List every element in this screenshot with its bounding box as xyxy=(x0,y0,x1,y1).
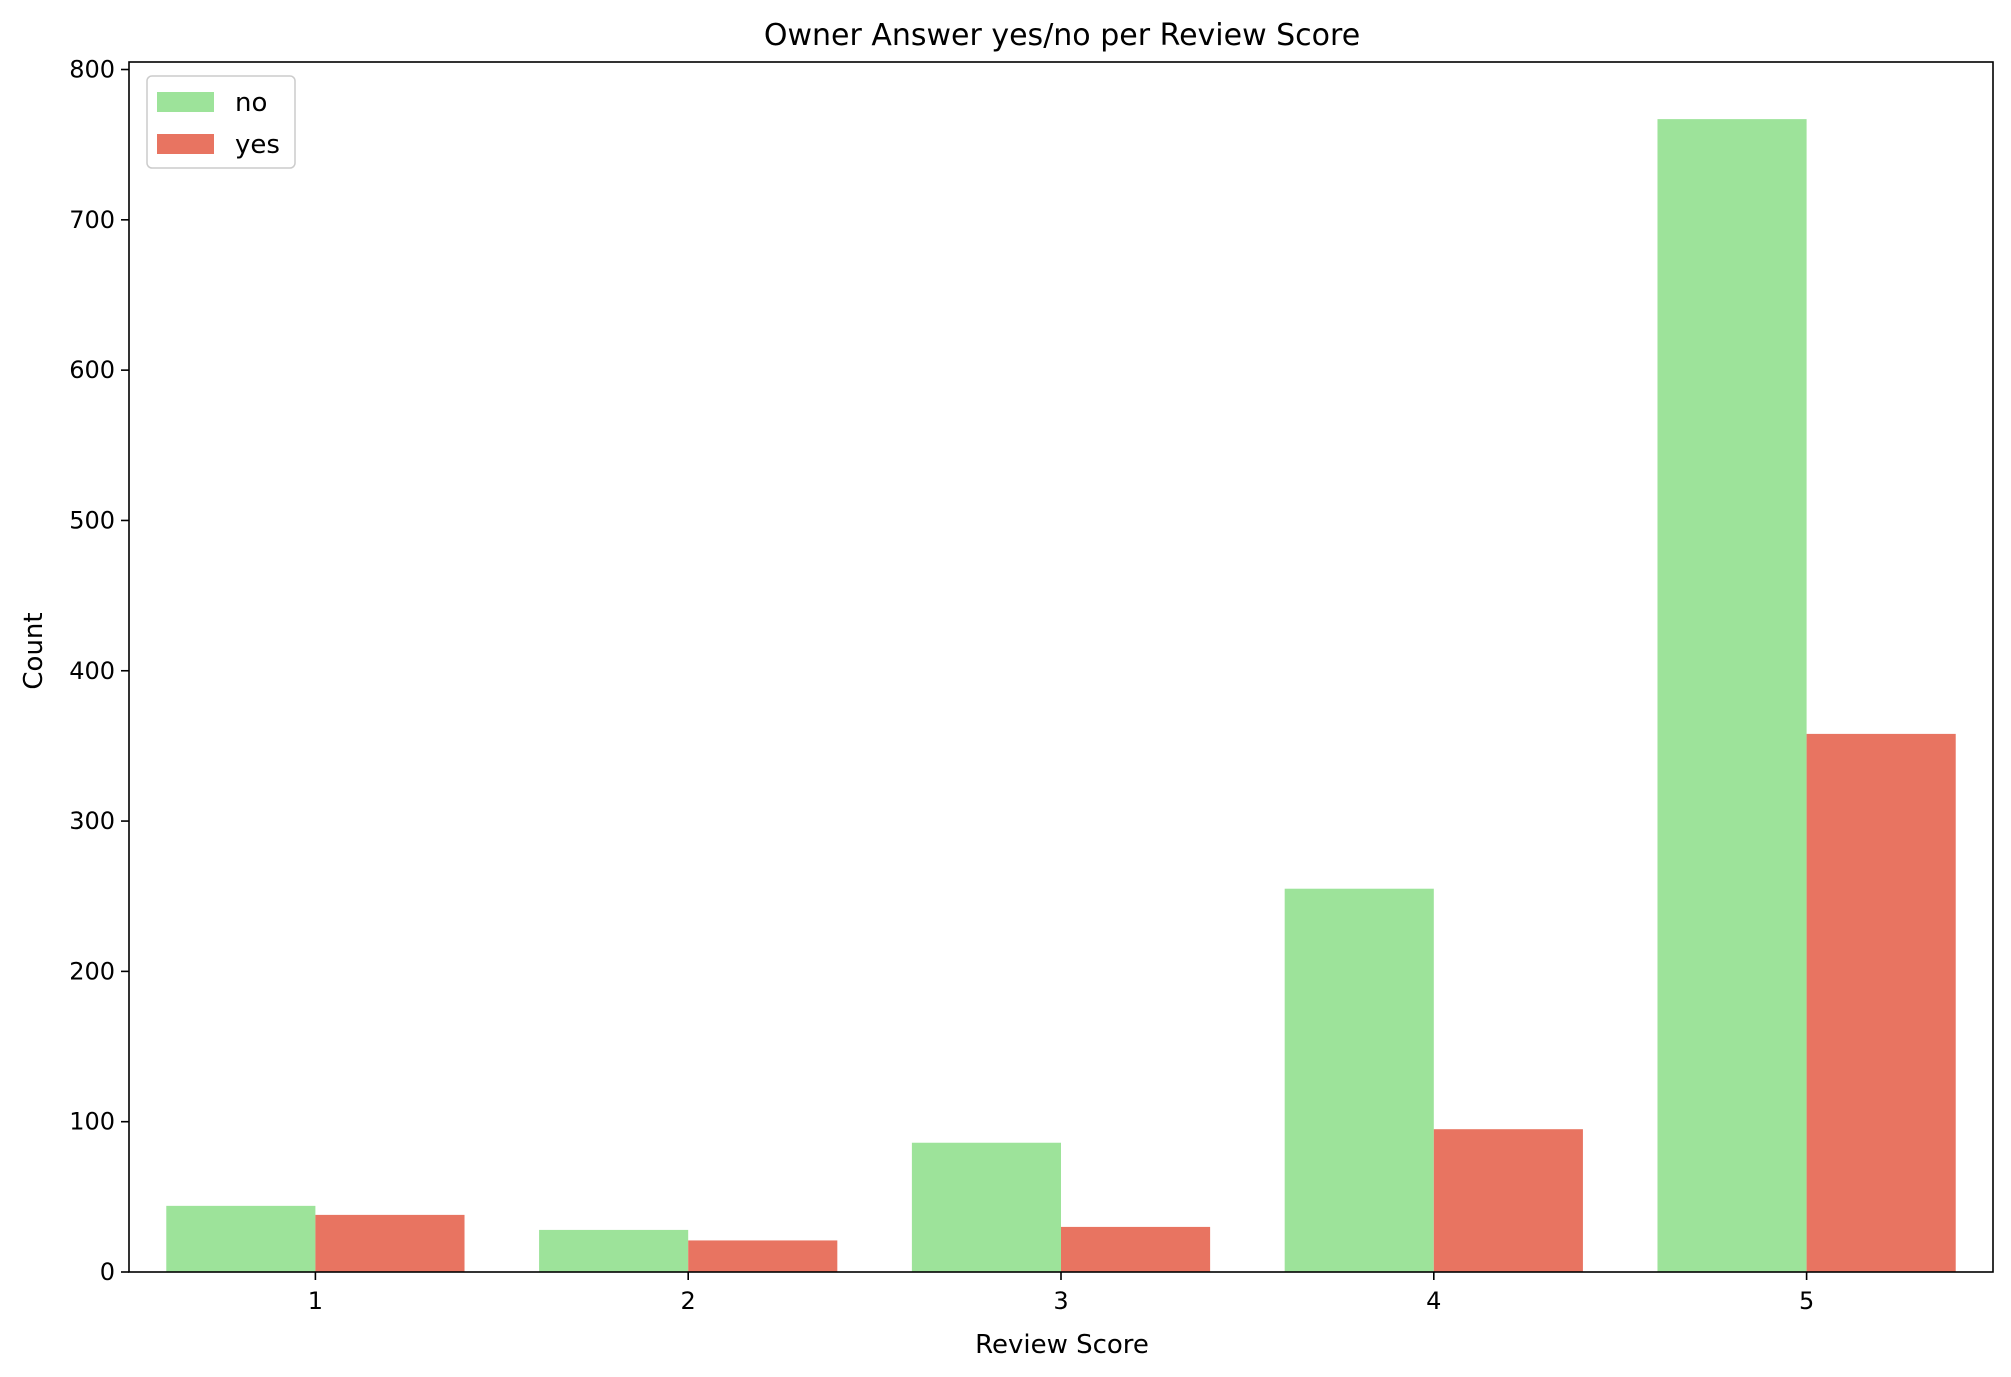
y-tick-label: 500 xyxy=(69,506,115,534)
bar-yes-score-1 xyxy=(315,1214,465,1272)
plot-area: 0 100 200 300 400 500 600 700 800 1 2 3 4 5 xyxy=(69,56,1994,1315)
x-tick-label: 3 xyxy=(1053,1287,1068,1315)
x-tick-label: 1 xyxy=(308,1287,323,1315)
legend-label-yes: yes xyxy=(235,130,280,160)
y-axis-label: Count xyxy=(19,612,49,689)
y-tick-label: 400 xyxy=(69,657,115,685)
x-axis-label: Review Score xyxy=(975,1330,1149,1360)
chart-title: Owner Answer yes/no per Review Score xyxy=(764,18,1360,53)
y-tick-label: 200 xyxy=(69,957,115,985)
x-tick-label: 2 xyxy=(681,1287,696,1315)
bar-yes-score-5 xyxy=(1806,733,1956,1272)
x-tick-label: 4 xyxy=(1426,1287,1441,1315)
legend: no yes xyxy=(146,75,296,169)
y-tick-label: 100 xyxy=(69,1108,115,1136)
bar-no-score-1 xyxy=(166,1205,316,1272)
bar-no-score-4 xyxy=(1284,888,1434,1272)
y-tick-label: 600 xyxy=(69,356,115,384)
bar-no-score-5 xyxy=(1657,119,1807,1273)
y-tick-label: 700 xyxy=(69,206,115,234)
bar-yes-score-2 xyxy=(688,1240,838,1272)
bar-no-score-3 xyxy=(911,1142,1061,1272)
x-tick-label: 5 xyxy=(1799,1287,1814,1315)
bar-yes-score-3 xyxy=(1061,1226,1211,1272)
legend-swatch-no xyxy=(157,92,214,112)
y-tick-label: 0 xyxy=(100,1258,115,1286)
legend-label-no: no xyxy=(235,88,267,118)
y-tick-label: 300 xyxy=(69,807,115,835)
y-tick-label: 800 xyxy=(69,56,115,84)
bar-no-score-2 xyxy=(539,1229,689,1272)
bar-yes-score-4 xyxy=(1433,1129,1583,1272)
legend-swatch-yes xyxy=(157,134,214,154)
